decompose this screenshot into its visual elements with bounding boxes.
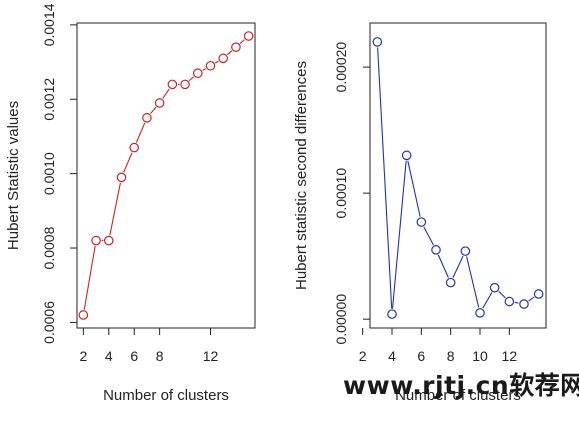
y-tick-label: 0.0008	[41, 226, 57, 269]
data-point-marker	[167, 79, 178, 90]
y-tick-label: 0.0012	[41, 78, 57, 121]
x-tick-label: 4	[105, 348, 113, 364]
series-segment	[109, 182, 121, 236]
plot-frame	[369, 22, 547, 329]
series-segment	[377, 47, 393, 309]
data-point-marker	[231, 42, 241, 52]
x-axis-label: Number of clusters	[103, 387, 229, 404]
y-axis-label: Hubert Statistic values	[5, 101, 22, 250]
series-segment	[214, 60, 219, 64]
data-point-marker	[103, 235, 114, 246]
data-point-marker	[533, 289, 544, 299]
data-point-marker	[489, 282, 500, 293]
y-tick-label: 0.0010	[41, 152, 57, 195]
y-tick-label: 0.00010	[333, 168, 349, 219]
data-point-marker	[445, 277, 456, 288]
hubert-statistic-panel: 2 4 6 8 12 0.0006 0.0008 0.0010 0.0012 0.0014 Numb…	[5, 3, 256, 404]
data-point-marker	[416, 217, 427, 227]
data-point-marker	[475, 308, 485, 318]
data-point-marker	[460, 246, 471, 256]
series-segment	[423, 226, 434, 246]
hubert-second-differences-panel: 2 4 6 8 10 12 0.00000 0.00010 0.00020 Number of c…	[293, 22, 547, 404]
series-segment	[239, 39, 245, 44]
series-segment	[498, 291, 506, 299]
data-point-marker	[372, 37, 383, 47]
series-segment	[135, 122, 146, 143]
y-tick-label: 0.0006	[41, 301, 57, 344]
data-point-marker	[192, 68, 203, 79]
watermark-text: www.rjtj.cn软荐网	[343, 371, 579, 400]
data-point-marker	[91, 235, 101, 246]
series-segment	[452, 255, 464, 278]
data-point-marker	[78, 310, 89, 320]
x-tick-label: 4	[388, 348, 396, 364]
x-tick-label: 2	[79, 348, 87, 364]
y-tick-label: 0.00000	[333, 294, 349, 345]
x-tick-label: 2	[359, 348, 367, 364]
y-axis-label: Hubert statistic second differences	[293, 61, 310, 290]
series-segment	[391, 160, 407, 309]
data-point-marker	[116, 172, 127, 183]
series-segment	[437, 254, 449, 278]
series-segment	[83, 245, 96, 310]
plot-frame	[76, 22, 256, 329]
series-segment	[466, 256, 480, 308]
series-segment	[162, 88, 170, 99]
data-point-marker	[218, 53, 229, 64]
y-tick-label: 0.0014	[41, 3, 57, 46]
series-segment	[528, 296, 535, 302]
series-segment	[188, 76, 195, 82]
x-tick-label: 6	[417, 348, 425, 364]
data-point-marker	[154, 98, 165, 108]
series-segment	[226, 50, 233, 56]
data-point-marker	[401, 150, 412, 161]
data-point-marker	[205, 60, 216, 71]
x-axis-label: Number of clusters	[395, 387, 521, 404]
x-tick-label: 8	[447, 348, 455, 364]
x-tick-label: 8	[156, 348, 164, 364]
y-tick-label: 0.00020	[333, 42, 349, 93]
x-tick-label: 10	[472, 348, 488, 364]
x-tick-label: 12	[502, 348, 518, 364]
data-point-marker	[243, 31, 254, 41]
series-segment	[514, 301, 519, 304]
x-tick-label: 12	[203, 348, 219, 364]
x-tick-label: 6	[130, 348, 138, 364]
data-point-marker	[180, 79, 190, 90]
series-segment	[407, 160, 421, 217]
series-segment	[123, 152, 133, 173]
series-segment	[202, 68, 207, 71]
series-segment	[482, 292, 493, 309]
data-point-marker	[142, 113, 152, 123]
data-point-marker	[431, 245, 441, 255]
data-point-marker	[129, 142, 140, 153]
series-segment	[150, 106, 157, 115]
data-point-marker	[504, 296, 515, 307]
data-point-marker	[387, 309, 397, 319]
data-point-marker	[519, 299, 529, 309]
